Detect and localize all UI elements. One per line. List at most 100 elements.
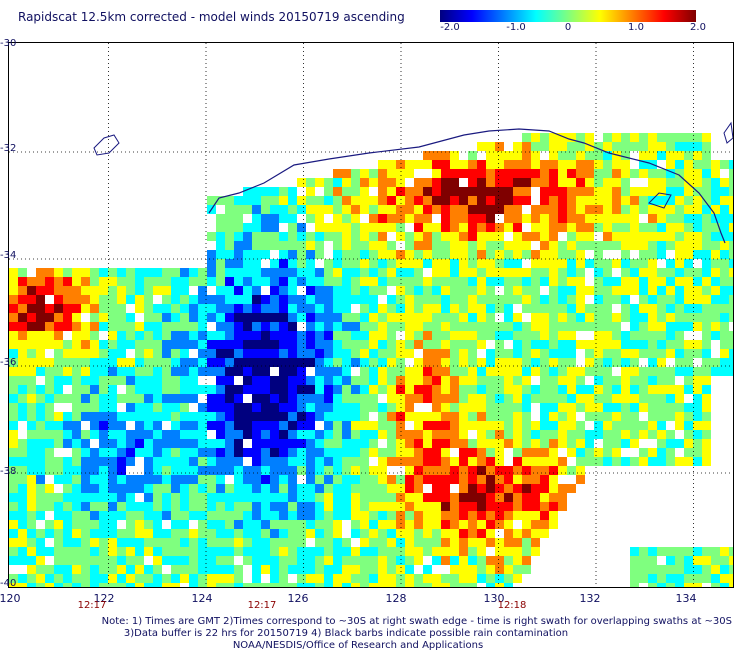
wind-cell	[351, 223, 360, 232]
wind-cell	[99, 277, 108, 286]
wind-cell	[414, 322, 423, 331]
wind-cell	[216, 286, 225, 295]
wind-cell	[117, 475, 126, 484]
wind-cell	[117, 511, 126, 520]
wind-cell	[369, 268, 378, 277]
wind-cell	[657, 178, 666, 187]
wind-cell	[378, 205, 387, 214]
wind-cell	[666, 313, 675, 322]
wind-cell	[342, 340, 351, 349]
wind-cell	[675, 196, 684, 205]
wind-cell	[567, 142, 576, 151]
wind-cell	[63, 358, 72, 367]
wind-cell	[144, 457, 153, 466]
wind-cell	[495, 331, 504, 340]
wind-cell	[603, 421, 612, 430]
wind-cell	[189, 295, 198, 304]
wind-cell	[207, 493, 216, 502]
wind-cell	[414, 187, 423, 196]
wind-cell	[459, 430, 468, 439]
wind-cell	[621, 403, 630, 412]
wind-cell	[702, 421, 711, 430]
wind-cell	[108, 511, 117, 520]
wind-cell	[216, 475, 225, 484]
wind-cell	[639, 187, 648, 196]
wind-cell	[297, 583, 306, 587]
wind-cell	[279, 565, 288, 574]
wind-cell	[18, 385, 27, 394]
wind-cell	[171, 403, 180, 412]
wind-cell	[369, 277, 378, 286]
wind-cell	[27, 367, 36, 376]
wind-cell	[675, 313, 684, 322]
wind-cell	[576, 385, 585, 394]
wind-cell	[207, 538, 216, 547]
wind-cell	[9, 268, 18, 277]
wind-cell	[522, 277, 531, 286]
wind-cell	[567, 151, 576, 160]
wind-cell	[612, 160, 621, 169]
wind-cell	[567, 187, 576, 196]
wind-cell	[522, 493, 531, 502]
wind-cell	[441, 286, 450, 295]
wind-cell	[648, 457, 657, 466]
wind-cell	[126, 385, 135, 394]
wind-cell	[693, 304, 702, 313]
wind-cell	[396, 313, 405, 322]
wind-cell	[99, 520, 108, 529]
wind-cell	[711, 547, 720, 556]
wind-cell	[423, 178, 432, 187]
wind-cell	[531, 322, 540, 331]
wind-cell	[279, 187, 288, 196]
wind-cell	[477, 169, 486, 178]
wind-cell	[36, 439, 45, 448]
wind-cell	[144, 385, 153, 394]
wind-cell	[216, 367, 225, 376]
wind-cell	[90, 340, 99, 349]
wind-cell	[234, 529, 243, 538]
wind-cell	[63, 466, 72, 475]
wind-cell	[522, 520, 531, 529]
wind-cell	[522, 547, 531, 556]
wind-cell	[198, 565, 207, 574]
wind-cell	[549, 304, 558, 313]
wind-cell	[522, 295, 531, 304]
wind-cell	[378, 421, 387, 430]
wind-cell	[396, 574, 405, 583]
wind-cell	[639, 133, 648, 142]
wind-cell	[351, 520, 360, 529]
wind-cell	[243, 295, 252, 304]
wind-cell	[306, 430, 315, 439]
wind-cell	[135, 520, 144, 529]
wind-cell	[261, 394, 270, 403]
wind-cell	[612, 403, 621, 412]
wind-cell	[459, 295, 468, 304]
wind-cell	[441, 367, 450, 376]
wind-cell	[396, 502, 405, 511]
wind-cell	[171, 484, 180, 493]
wind-cell	[558, 412, 567, 421]
wind-cell	[144, 295, 153, 304]
wind-cell	[72, 448, 81, 457]
wind-cell	[351, 277, 360, 286]
wind-cell	[504, 286, 513, 295]
wind-cell	[423, 223, 432, 232]
wind-cell	[666, 349, 675, 358]
wind-cell	[468, 259, 477, 268]
wind-cell	[378, 196, 387, 205]
wind-cell	[675, 322, 684, 331]
wind-cell	[279, 403, 288, 412]
wind-cell	[549, 511, 558, 520]
wind-cell	[9, 322, 18, 331]
wind-cell	[243, 556, 252, 565]
wind-cell	[234, 223, 243, 232]
wind-cell	[108, 520, 117, 529]
wind-cell	[90, 547, 99, 556]
wind-cell	[675, 367, 684, 376]
wind-cell	[666, 556, 675, 565]
wind-cell	[630, 403, 639, 412]
wind-cell	[45, 358, 54, 367]
wind-cell	[558, 466, 567, 475]
wind-cell	[513, 403, 522, 412]
wind-cell	[495, 349, 504, 358]
